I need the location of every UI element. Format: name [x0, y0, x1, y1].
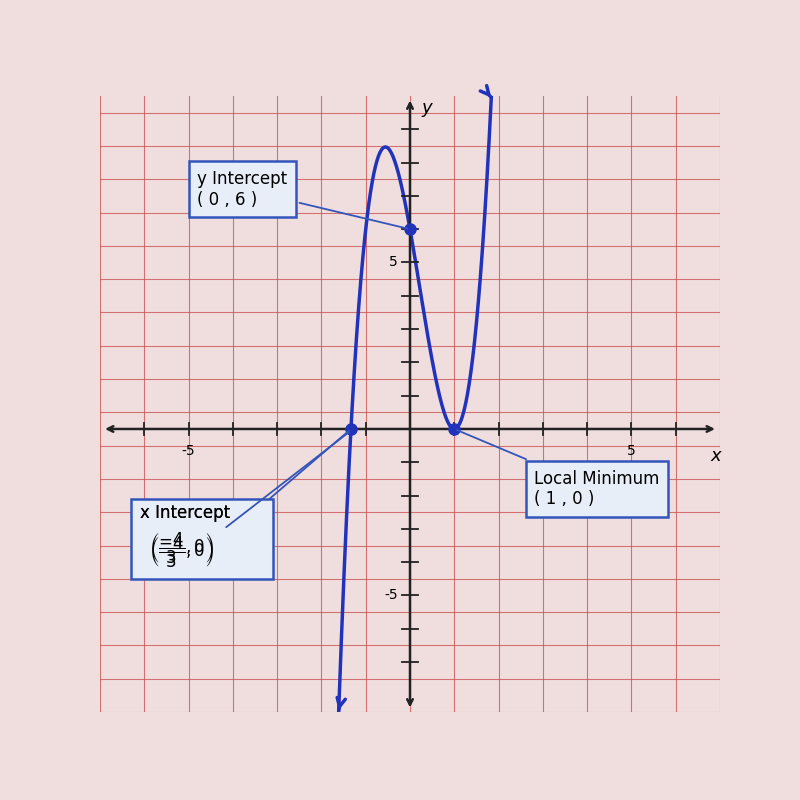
- Text: x: x: [710, 447, 721, 466]
- Text: Local Minimum
( 1 , 0 ): Local Minimum ( 1 , 0 ): [457, 430, 659, 508]
- Text: -5: -5: [384, 589, 398, 602]
- FancyBboxPatch shape: [131, 499, 273, 579]
- Text: 5: 5: [389, 255, 398, 270]
- Text: $\left(\dfrac{-4}{3},0\right)$: $\left(\dfrac{-4}{3},0\right)$: [149, 534, 214, 570]
- Text: y Intercept
( 0 , 6 ): y Intercept ( 0 , 6 ): [198, 170, 407, 229]
- Text: -5: -5: [182, 444, 195, 458]
- Text: x Intercept: x Intercept: [140, 504, 230, 522]
- Text: y: y: [421, 99, 432, 118]
- Text: $\left(\dfrac{-4}{3},0\right)$: $\left(\dfrac{-4}{3},0\right)$: [149, 531, 214, 566]
- Text: 5: 5: [627, 444, 636, 458]
- Text: x Intercept: x Intercept: [140, 504, 230, 522]
